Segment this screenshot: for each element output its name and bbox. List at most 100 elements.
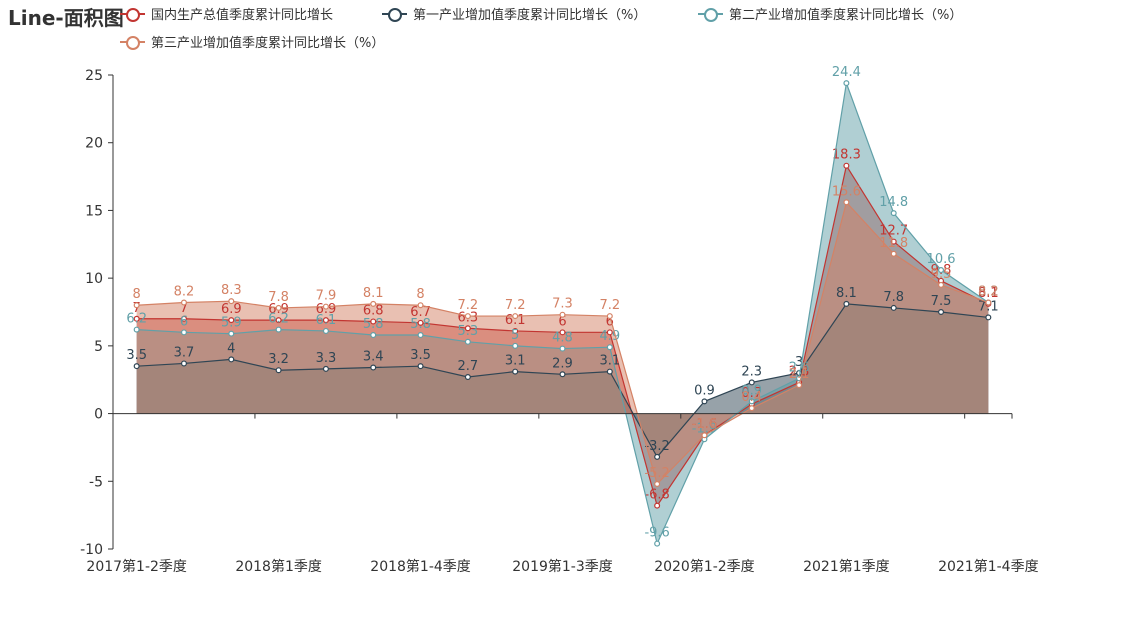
data-point: [228, 298, 235, 305]
data-point: [322, 365, 329, 372]
legend-label: 第三产业增加值季度累计同比增长（%）: [151, 36, 385, 51]
data-label: 7.5: [931, 294, 952, 309]
data-point: [275, 326, 282, 333]
legend-marker-icon: [120, 7, 145, 22]
data-point: [228, 330, 235, 337]
data-point: [512, 313, 519, 320]
data-label: 6.1: [505, 313, 526, 328]
data-label: 8.3: [221, 283, 242, 298]
data-label: 0.9: [741, 383, 762, 398]
data-label: 7.9: [316, 289, 337, 304]
data-point: [559, 311, 566, 318]
legend-marker-icon: [120, 35, 145, 50]
data-label: 4.8: [552, 331, 573, 346]
data-label: 3.5: [126, 348, 147, 363]
data-point: [890, 238, 897, 245]
data-label: 2.1: [789, 367, 810, 382]
x-tick-label: 2020第1-2季度: [654, 558, 755, 575]
data-point: [133, 326, 140, 333]
data-point: [938, 309, 945, 316]
data-label: -5.2: [644, 466, 669, 481]
y-tick-label: 25: [85, 68, 103, 84]
data-label: 3: [795, 355, 803, 370]
data-label: 8.2: [978, 285, 999, 300]
data-label: -1.6: [692, 417, 717, 432]
data-label: 10.6: [927, 252, 956, 267]
data-label: 5.9: [221, 316, 242, 331]
data-label: 2.7: [458, 359, 479, 374]
data-label: 6.1: [316, 313, 337, 328]
data-point: [843, 199, 850, 206]
data-point: [938, 267, 945, 274]
y-tick-label: 0: [94, 407, 103, 423]
legend-label: 第一产业增加值季度累计同比增长（%）: [413, 8, 647, 23]
data-label: -9.6: [644, 526, 669, 541]
data-point: [464, 338, 471, 345]
y-tick-label: -10: [80, 542, 103, 558]
data-label: 24.4: [832, 65, 861, 80]
data-point: [985, 314, 992, 321]
data-point: [843, 300, 850, 307]
data-label: 2.9: [552, 356, 573, 371]
data-label: 7: [133, 301, 141, 316]
data-label: -3.2: [644, 439, 669, 454]
data-point: [843, 80, 850, 87]
data-label: 0.4: [741, 390, 762, 405]
data-label: 5.8: [410, 317, 431, 332]
legend-item-primary[interactable]: 第一产业增加值季度累计同比增长（%）: [382, 4, 646, 23]
data-point: [275, 367, 282, 374]
data-point: [228, 317, 235, 324]
data-label: 7.2: [505, 298, 526, 313]
data-label: 4: [227, 341, 235, 356]
data-point: [606, 313, 613, 320]
data-point: [748, 398, 755, 405]
data-label: 2.3: [741, 364, 762, 379]
x-tick-label: 2017第1-2季度: [86, 558, 187, 575]
x-tick-label: 2021第1-4季度: [938, 558, 1039, 575]
data-label: 5.8: [363, 317, 384, 332]
data-label: -1.9: [692, 421, 717, 436]
data-point: [417, 319, 424, 326]
data-label: 8.2: [174, 285, 195, 300]
data-label: 6.2: [126, 312, 147, 327]
chart-title: Line-面积图: [8, 6, 124, 30]
y-tick-label: 5: [94, 339, 103, 355]
x-tick-label: 2018第1季度: [235, 558, 322, 575]
data-label: 6: [180, 314, 188, 329]
data-label: -6.8: [644, 488, 669, 503]
data-label: 15.6: [832, 184, 861, 199]
data-point: [322, 303, 329, 310]
data-point: [133, 302, 140, 309]
data-label: 7.2: [458, 298, 479, 313]
legend-item-gdp[interactable]: 国内生产总值季度累计同比增长: [120, 4, 333, 23]
data-label: 3.1: [599, 354, 620, 369]
data-point: [606, 329, 613, 336]
data-label: 7: [180, 301, 188, 316]
legend-item-tertiary[interactable]: 第三产业增加值季度累计同比增长（%）: [120, 32, 384, 51]
data-point: [654, 453, 661, 460]
data-label: 3.7: [174, 345, 195, 360]
data-point: [370, 332, 377, 339]
data-point: [512, 342, 519, 349]
data-point: [796, 382, 803, 389]
data-label: 8: [133, 287, 141, 302]
data-label: 6: [606, 314, 614, 329]
data-point: [559, 371, 566, 378]
data-point: [133, 363, 140, 370]
data-label: 8.1: [363, 286, 384, 301]
legend-marker-icon: [698, 7, 723, 22]
data-label: 6: [558, 314, 566, 329]
legend-item-secondary[interactable]: 第二产业增加值季度累计同比增长（%）: [698, 4, 962, 23]
data-point: [464, 325, 471, 332]
data-point: [748, 405, 755, 412]
data-point: [890, 304, 897, 311]
data-label: 0.9: [694, 383, 715, 398]
data-point: [606, 344, 613, 351]
data-point: [180, 315, 187, 322]
data-label: 7.2: [599, 298, 620, 313]
data-label: 8.1: [978, 286, 999, 301]
data-point: [417, 332, 424, 339]
data-label: 6.2: [268, 312, 289, 327]
x-tick-label: 2021第1季度: [803, 558, 890, 575]
